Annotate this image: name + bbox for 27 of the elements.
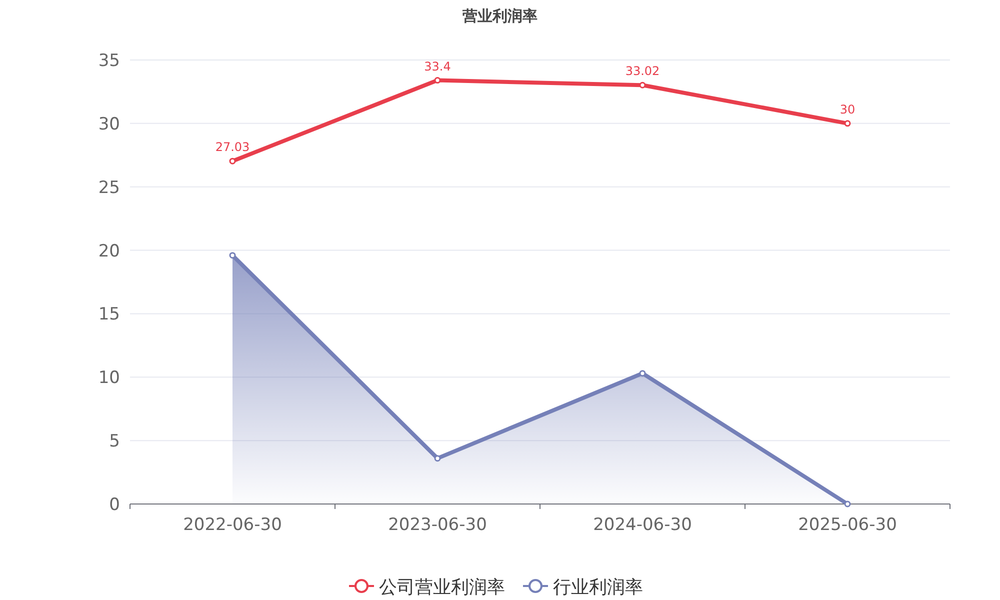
- point: [434, 77, 441, 84]
- y-tick-label: 0: [109, 495, 120, 515]
- point: [844, 500, 851, 508]
- point: [844, 120, 851, 127]
- point: [639, 82, 646, 88]
- y-tick-label: 25: [98, 178, 120, 198]
- data-label: 33.02: [625, 64, 660, 78]
- point: [229, 252, 236, 259]
- data-label: 27.03: [215, 140, 250, 154]
- x-tick-label: 2024-06-30: [593, 515, 692, 535]
- y-tick-label: 30: [98, 114, 120, 134]
- y-tick-label: 10: [98, 368, 120, 388]
- data-label: 30: [840, 102, 856, 116]
- x-tick-label: 2025-06-30: [798, 515, 897, 535]
- chart-title: 营业利润率: [462, 7, 538, 25]
- point: [229, 158, 236, 164]
- x-tick-label: 2023-06-30: [388, 515, 487, 535]
- point: [434, 455, 441, 462]
- legend-label: 公司营业利润率: [379, 577, 505, 598]
- point: [639, 370, 646, 377]
- y-tick-label: 20: [98, 241, 120, 262]
- x-tick-label: 2022-06-30: [183, 515, 282, 535]
- data-label: 33.4: [424, 59, 451, 74]
- legend-label: 行业利润率: [553, 577, 643, 598]
- y-tick-label: 15: [98, 304, 120, 325]
- y-tick-label: 5: [109, 432, 120, 452]
- y-tick-label: 35: [98, 51, 120, 71]
